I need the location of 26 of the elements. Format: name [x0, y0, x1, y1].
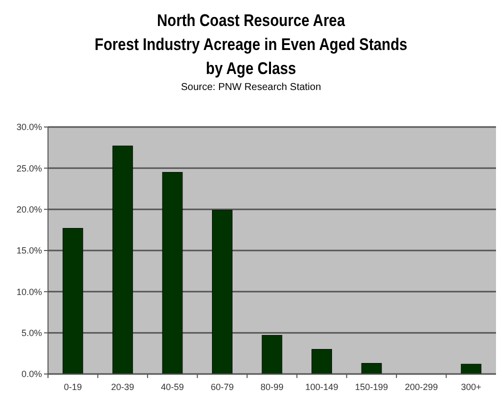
bar [262, 335, 282, 374]
x-tick-label: 60-79 [210, 382, 234, 392]
y-tick-label: 10.0% [16, 286, 42, 297]
bar [212, 210, 232, 374]
y-tick-label: 20.0% [16, 204, 42, 214]
x-tick-label: 100-149 [305, 382, 338, 392]
y-tick-label: 15.0% [16, 246, 42, 256]
x-tick-label: 300+ [460, 382, 482, 392]
x-tick-label: 40-59 [160, 382, 184, 392]
bar [162, 172, 183, 374]
bar [62, 228, 84, 374]
bar [312, 349, 332, 374]
chart-title: North Coast Resource Area Forest Industry Acreage in Even Aged Stands by Age Class [94, 12, 408, 78]
y-tick-label: 0.0% [21, 369, 42, 380]
x-tick-label: 80-99 [260, 382, 284, 392]
x-tick-label: 150-199 [355, 382, 388, 392]
bar [112, 146, 133, 374]
bar [460, 364, 482, 374]
x-tick-label: 0-19 [64, 382, 82, 392]
x-tick-label: 200-299 [404, 382, 438, 392]
y-tick-label: 30.0% [16, 122, 42, 132]
x-tick-label: 20-39 [111, 382, 134, 392]
y-tick-label: 25.0% [16, 163, 42, 174]
bar [361, 363, 382, 374]
y-tick-label: 5.0% [21, 328, 42, 338]
chart-subtitle: Source: PNW Research Station [180, 82, 322, 93]
